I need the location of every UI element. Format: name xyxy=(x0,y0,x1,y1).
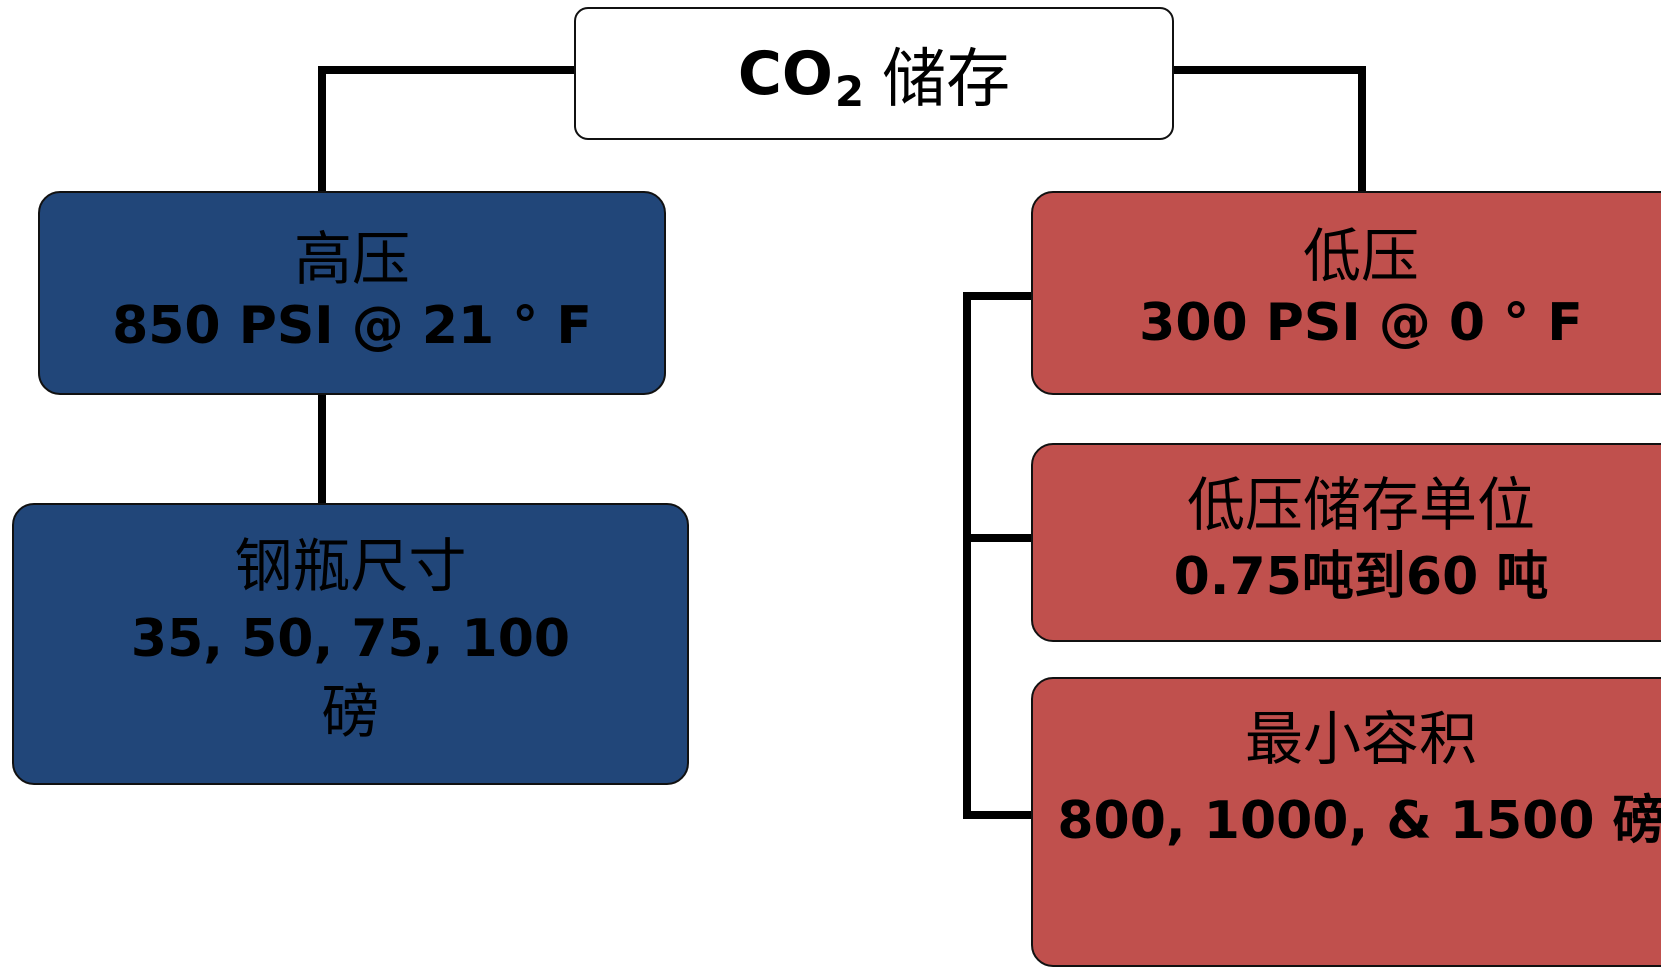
cylinder-size-title: 钢瓶尺寸 xyxy=(234,532,467,600)
cylinder-size-values: 35, 50, 75, 100 xyxy=(130,609,571,669)
low-pressure-node: 低压 300 PSI @ 0 ° F xyxy=(1031,191,1661,395)
storage-unit-range: 0.75吨到60 吨 xyxy=(1173,547,1549,607)
root-label: 储存 xyxy=(882,42,1011,117)
storage-unit-node: 低压储存单位 0.75吨到60 吨 xyxy=(1031,443,1661,642)
high-pressure-node: 高压 850 PSI @ 21 ° F xyxy=(38,191,666,395)
cylinder-size-unit: 磅 xyxy=(321,678,380,746)
min-volume-node: 最小容积 800, 1000, & 1500 磅 xyxy=(1031,677,1661,967)
connector-root-high xyxy=(318,66,574,191)
min-volume-title: 最小容积 xyxy=(1244,705,1477,773)
low-pressure-title: 低压 xyxy=(1302,222,1419,290)
root-node-co2-storage: CO 2 储存 xyxy=(574,7,1174,140)
high-pressure-title: 高压 xyxy=(293,225,410,293)
cylinder-size-node: 钢瓶尺寸 35, 50, 75, 100 磅 xyxy=(12,503,689,785)
root-subscript: 2 xyxy=(834,67,865,116)
connector-low-bracket xyxy=(963,292,1031,819)
min-volume-values: 800, 1000, & 1500 磅 xyxy=(1057,791,1661,851)
high-pressure-detail: 850 PSI @ 21 ° F xyxy=(112,296,592,356)
storage-unit-title: 低压储存单位 xyxy=(1186,471,1535,539)
root-co-text: CO xyxy=(737,38,833,109)
connector-root-low xyxy=(1174,66,1366,191)
low-pressure-detail: 300 PSI @ 0 ° F xyxy=(1139,293,1583,353)
